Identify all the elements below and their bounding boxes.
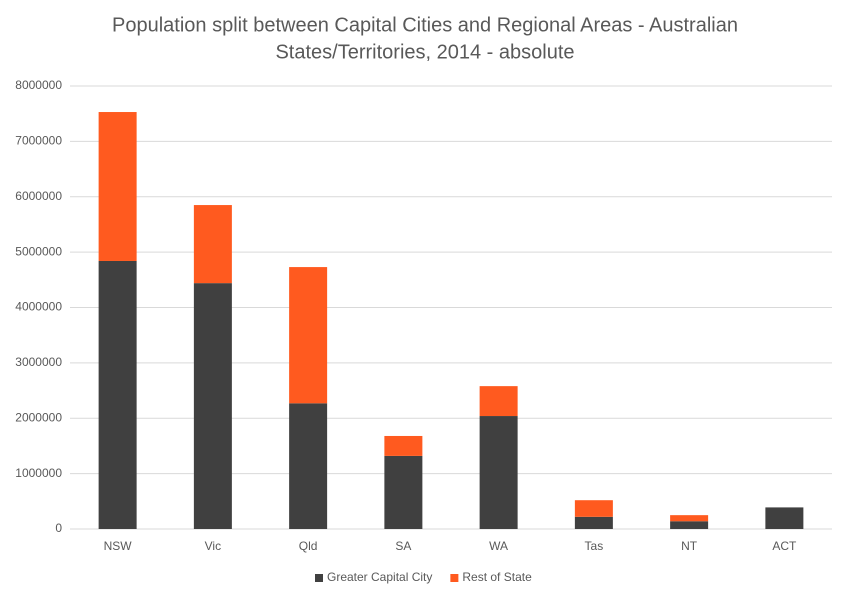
bar-segment bbox=[574, 516, 613, 529]
bar-segment bbox=[384, 455, 423, 529]
chart-title: Population split between Capital Cities … bbox=[112, 14, 738, 36]
x-tick-label: ACT bbox=[772, 539, 797, 553]
x-tick-label: NT bbox=[681, 539, 698, 553]
x-tick-label: Tas bbox=[585, 539, 604, 553]
bar-segment bbox=[98, 112, 137, 261]
x-tick-label: SA bbox=[395, 539, 411, 553]
legend-label: Greater Capital City bbox=[327, 570, 432, 584]
y-tick-label: 0 bbox=[55, 521, 62, 535]
x-tick-label: Qld bbox=[299, 539, 318, 553]
y-tick-label: 8000000 bbox=[15, 78, 62, 92]
y-tick-label: 4000000 bbox=[15, 300, 62, 314]
x-tick-label: WA bbox=[489, 539, 508, 553]
y-tick-label: 2000000 bbox=[15, 410, 62, 424]
bar-segment bbox=[765, 507, 804, 529]
bar-segment bbox=[289, 267, 328, 404]
bar-segment bbox=[193, 283, 232, 529]
bar-segment bbox=[574, 500, 613, 517]
y-tick-label: 1000000 bbox=[15, 466, 62, 480]
bar-segment bbox=[670, 521, 709, 529]
chart-title: States/Territories, 2014 - absolute bbox=[275, 41, 574, 63]
bar-segment bbox=[384, 435, 423, 456]
y-tick-label: 5000000 bbox=[15, 244, 62, 258]
legend-label: Rest of State bbox=[462, 570, 532, 584]
y-tick-label: 6000000 bbox=[15, 189, 62, 203]
y-tick-label: 7000000 bbox=[15, 134, 62, 148]
bar-segment bbox=[479, 386, 518, 417]
bar-segment bbox=[193, 205, 232, 284]
legend-swatch bbox=[450, 574, 459, 582]
legend-swatch bbox=[315, 574, 323, 582]
bar-segment bbox=[670, 515, 709, 522]
y-tick-label: 3000000 bbox=[15, 355, 62, 369]
bar-segment bbox=[98, 260, 137, 529]
x-tick-label: Vic bbox=[205, 539, 221, 553]
x-tick-label: NSW bbox=[104, 539, 133, 553]
bar-segment bbox=[479, 416, 518, 529]
bar-segment bbox=[289, 403, 328, 529]
